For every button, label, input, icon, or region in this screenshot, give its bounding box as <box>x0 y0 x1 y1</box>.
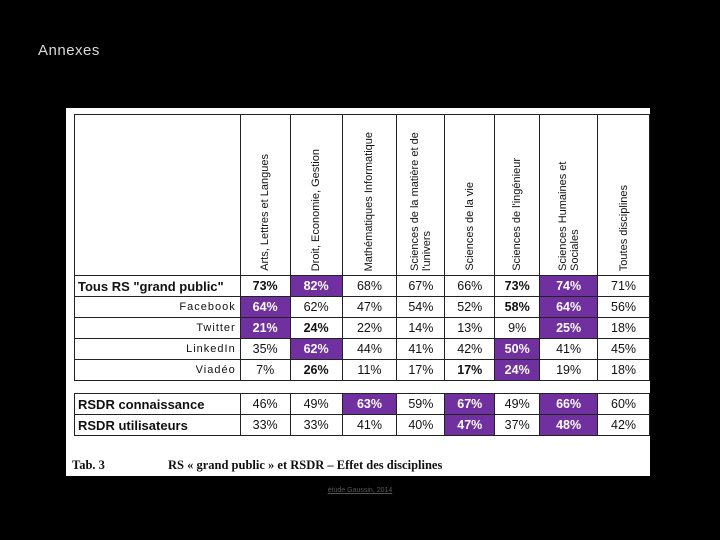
value-cell: 45% <box>597 338 650 360</box>
value-cell: 33% <box>289 414 343 436</box>
separator-cell <box>494 380 540 394</box>
table-row: Facebook 64% 62% 47% 54% 52% 58% 64% 56% <box>74 296 650 318</box>
value-cell: 22% <box>341 317 398 339</box>
value-cell: 82% <box>289 275 343 297</box>
table-row: RSDR connaissance 46% 49% 63% 59% 67% 49% 66% 60… <box>74 393 650 415</box>
slide-title: Annexes <box>38 42 100 59</box>
row-label: RSDR utilisateurs <box>74 414 241 436</box>
row-label: LinkedIn <box>74 338 241 360</box>
value-cell: 63% <box>341 393 398 415</box>
caption-text: RS « grand public » et RSDR – Effet des … <box>168 458 443 472</box>
separator-cell <box>240 380 291 394</box>
separator-cell <box>597 380 650 394</box>
value-cell: 42% <box>444 338 496 360</box>
column-header: Sciences de la matière et de l'univers <box>396 114 446 276</box>
value-cell: 56% <box>597 296 650 318</box>
separator-cell <box>342 380 397 394</box>
value-cell: 66% <box>444 275 496 297</box>
row-label: Viadéo <box>74 359 241 381</box>
table-row: Viadéo 7% 26% 11% 17% 17% 24% 19% 18% <box>74 359 650 381</box>
value-cell: 46% <box>239 393 291 415</box>
value-cell: 13% <box>444 317 496 339</box>
corner-cell <box>74 114 241 276</box>
value-cell: 74% <box>539 275 599 297</box>
table-row: RSDR utilisateurs 33% 33% 41% 40% 47% 37% 48% 42… <box>74 414 650 436</box>
value-cell: 41% <box>396 338 446 360</box>
value-cell: 35% <box>239 338 291 360</box>
header-row: Arts, Lettres et Langues Droit, Economie… <box>74 114 650 276</box>
value-cell: 48% <box>539 414 599 436</box>
value-cell: 24% <box>289 317 343 339</box>
value-cell: 67% <box>444 393 496 415</box>
value-cell: 24% <box>494 359 541 381</box>
value-cell: 41% <box>341 414 398 436</box>
value-cell: 49% <box>289 393 343 415</box>
row-label: Tous RS "grand public" <box>74 275 241 297</box>
value-cell: 71% <box>597 275 650 297</box>
column-header: Droit, Economie, Gestion <box>289 114 343 276</box>
value-cell: 26% <box>289 359 343 381</box>
value-cell: 25% <box>539 317 599 339</box>
table-figure: Arts, Lettres et Langues Droit, Economie… <box>66 108 650 476</box>
separator-cell <box>444 380 495 394</box>
separator-cell <box>539 380 598 394</box>
value-cell: 62% <box>289 296 343 318</box>
table-row: LinkedIn 35% 62% 44% 41% 42% 50% 41% 45% <box>74 338 650 360</box>
separator-cell <box>74 380 241 394</box>
value-cell: 68% <box>341 275 398 297</box>
value-cell: 18% <box>597 317 650 339</box>
column-header: Toutes disciplines <box>597 114 650 276</box>
value-cell: 67% <box>396 275 446 297</box>
value-cell: 42% <box>597 414 650 436</box>
value-cell: 44% <box>341 338 398 360</box>
separator-cell <box>396 380 445 394</box>
table-caption: Tab. 3 RS « grand public » et RSDR – Effe… <box>72 458 442 473</box>
value-cell: 52% <box>444 296 496 318</box>
row-label: RSDR connaissance <box>74 393 241 415</box>
value-cell: 33% <box>239 414 291 436</box>
value-cell: 37% <box>494 414 541 436</box>
row-label: Facebook <box>74 296 241 318</box>
separator-cell <box>290 380 343 394</box>
caption-label: Tab. 3 <box>72 458 105 472</box>
column-header: Sciences de l'ingénieur <box>494 114 541 276</box>
value-cell: 14% <box>396 317 446 339</box>
value-cell: 7% <box>239 359 291 381</box>
value-cell: 41% <box>539 338 599 360</box>
value-cell: 73% <box>239 275 291 297</box>
source-credit: étude Gaussin, 2014 <box>327 487 393 494</box>
value-cell: 66% <box>539 393 599 415</box>
value-cell: 19% <box>539 359 599 381</box>
value-cell: 40% <box>396 414 446 436</box>
value-cell: 11% <box>341 359 398 381</box>
value-cell: 54% <box>396 296 446 318</box>
value-cell: 21% <box>239 317 291 339</box>
value-cell: 50% <box>494 338 541 360</box>
separator-row <box>74 380 650 394</box>
value-cell: 64% <box>239 296 291 318</box>
column-header: Sciences Humaines et Sociales <box>539 114 599 276</box>
value-cell: 47% <box>444 414 496 436</box>
column-header: Mathématiques Informatique <box>341 114 398 276</box>
value-cell: 9% <box>494 317 541 339</box>
column-header: Sciences de la vie <box>444 114 496 276</box>
value-cell: 73% <box>494 275 541 297</box>
value-cell: 49% <box>494 393 541 415</box>
table-row: Tous RS "grand public" 73% 82% 68% 67% 66% 73%… <box>74 275 650 297</box>
column-header: Arts, Lettres et Langues <box>239 114 291 276</box>
value-cell: 58% <box>494 296 541 318</box>
value-cell: 64% <box>539 296 599 318</box>
value-cell: 17% <box>444 359 496 381</box>
value-cell: 62% <box>289 338 343 360</box>
row-label: Twitter <box>74 317 241 339</box>
value-cell: 18% <box>597 359 650 381</box>
value-cell: 59% <box>396 393 446 415</box>
value-cell: 47% <box>341 296 398 318</box>
value-cell: 60% <box>597 393 650 415</box>
table-row: Twitter 21% 24% 22% 14% 13% 9% 25% 18% <box>74 317 650 339</box>
disciplines-table: Arts, Lettres et Langues Droit, Economie… <box>74 114 650 436</box>
value-cell: 17% <box>396 359 446 381</box>
